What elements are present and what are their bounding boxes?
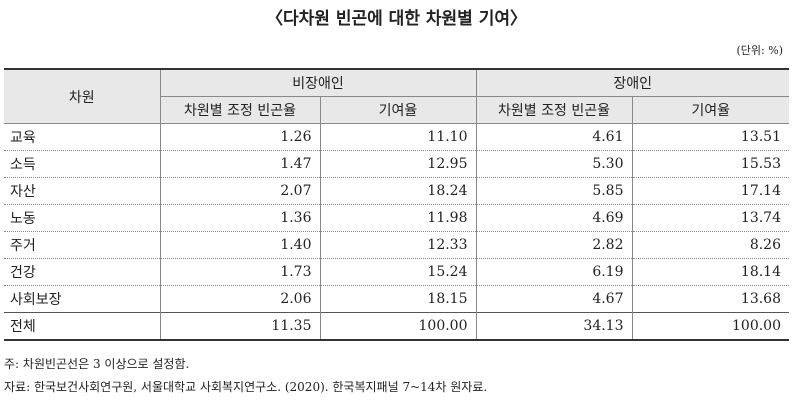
cell: 12.95	[319, 150, 476, 178]
row-label: 교육	[4, 123, 160, 151]
unit: (단위: %)	[736, 44, 783, 57]
table-row: 건강 1.73 15.24 6.19 18.14	[4, 258, 789, 286]
group-header: 장애인	[475, 68, 789, 97]
cell: 1.47	[159, 150, 320, 178]
cell: 15.53	[631, 150, 789, 178]
cell: 34.13	[475, 312, 632, 341]
cell: 13.68	[631, 285, 789, 313]
cell: 6.19	[475, 258, 632, 286]
cell: 100.00	[319, 312, 476, 341]
cell: 8.26	[631, 231, 789, 259]
cell: 5.30	[475, 150, 632, 178]
cell: 2.06	[159, 285, 320, 313]
table-row: 소득 1.47 12.95 5.30 15.53	[4, 150, 789, 178]
cell: 18.15	[319, 285, 476, 313]
table-row: 노동 1.36 11.98 4.69 13.74	[4, 204, 789, 232]
cell: 17.14	[631, 177, 789, 205]
cell: 15.24	[319, 258, 476, 286]
cell: 13.51	[631, 123, 789, 151]
subheader: 기여율	[319, 96, 477, 124]
table-row: 사회보장 2.06 18.15 4.67 13.68	[4, 285, 789, 313]
row-label: 소득	[4, 150, 160, 178]
table-row: 자산 2.07 18.24 5.85 17.14	[4, 177, 789, 205]
cell: 4.67	[475, 285, 632, 313]
table-row: 전체 11.35 100.00 34.13 100.00	[4, 312, 789, 341]
cell: 2.82	[475, 231, 632, 259]
row-label: 노동	[4, 204, 160, 232]
source: 자료: 한국보건사회연구원, 서울대학교 사회복지연구소. (2020). 한국…	[4, 380, 488, 394]
cell: 18.14	[631, 258, 789, 286]
table-row: 교육 1.26 11.10 4.61 13.51	[4, 123, 789, 151]
row-label: 자산	[4, 177, 160, 205]
cell: 13.74	[631, 204, 789, 232]
row-label: 주거	[4, 231, 160, 259]
cell: 18.24	[319, 177, 476, 205]
cell: 2.07	[159, 177, 320, 205]
cell: 4.69	[475, 204, 632, 232]
cell: 11.98	[319, 204, 476, 232]
col-header: 차원	[4, 68, 161, 124]
cell: 11.35	[159, 312, 320, 341]
note: 주: 차원빈곤선은 3 이상으로 설정함.	[4, 357, 190, 371]
cell: 1.40	[159, 231, 320, 259]
cell: 5.85	[475, 177, 632, 205]
subheader: 차원별 조정 빈곤율	[475, 96, 633, 124]
row-label: 전체	[4, 312, 160, 341]
row-label: 사회보장	[4, 285, 160, 313]
group-header: 비장애인	[159, 68, 477, 97]
subheader: 기여율	[631, 96, 789, 124]
title: 〈다차원 빈곤에 대한 차원별 기여〉	[266, 9, 527, 29]
cell: 1.26	[159, 123, 320, 151]
table-body: 교육 1.26 11.10 4.61 13.51 소득 1.47 12.95 5.30 15.53…	[4, 123, 789, 341]
cell: 12.33	[319, 231, 476, 259]
subheader: 차원별 조정 빈곤율	[160, 96, 321, 124]
cell: 11.10	[319, 123, 476, 151]
cell: 1.36	[159, 204, 320, 232]
cell: 100.00	[631, 312, 789, 341]
row-label: 건강	[4, 258, 160, 286]
table: 차원 비장애인 장애인 차원별 조정 빈곤율 기여율 차원별 조정 빈곤율 기여…	[4, 68, 789, 341]
cell: 4.61	[475, 123, 632, 151]
table-row: 주거 1.40 12.33 2.82 8.26	[4, 231, 789, 259]
cell: 1.73	[159, 258, 320, 286]
